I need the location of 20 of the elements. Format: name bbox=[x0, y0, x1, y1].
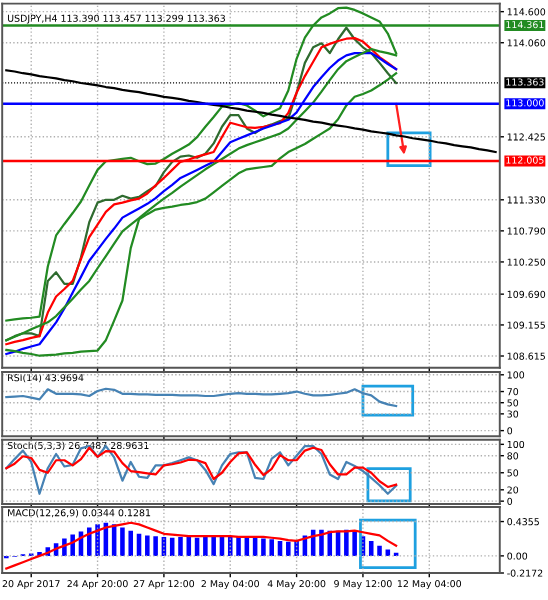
bar bbox=[261, 538, 266, 556]
bar bbox=[145, 535, 150, 556]
bar bbox=[95, 524, 100, 556]
bar bbox=[178, 536, 183, 556]
bar bbox=[286, 541, 291, 556]
bar bbox=[227, 536, 233, 556]
bar bbox=[128, 530, 134, 556]
bar bbox=[120, 527, 125, 556]
bar bbox=[344, 529, 349, 556]
bar bbox=[269, 539, 274, 556]
bar bbox=[203, 536, 208, 556]
bar bbox=[352, 531, 357, 556]
bar bbox=[153, 536, 158, 556]
bar bbox=[377, 545, 382, 556]
bar bbox=[327, 530, 333, 556]
bar bbox=[368, 540, 374, 556]
bar bbox=[86, 527, 92, 556]
bar bbox=[236, 536, 241, 556]
bar bbox=[319, 529, 324, 556]
bar bbox=[211, 536, 216, 556]
